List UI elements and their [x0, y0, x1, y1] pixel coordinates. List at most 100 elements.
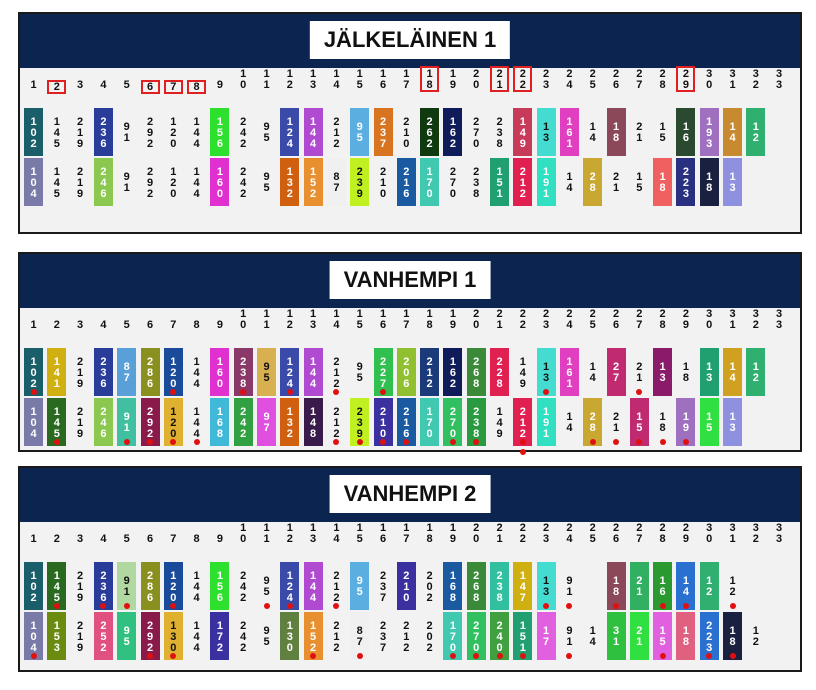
allele-cell: 13	[723, 158, 742, 206]
column-header-text: 29	[679, 68, 692, 90]
allele-cell: 161	[559, 348, 579, 396]
column-header-text: 31	[726, 308, 739, 330]
column-header-text: 16	[377, 68, 389, 90]
column-header: 4	[100, 533, 107, 545]
column-header: 6	[140, 80, 160, 94]
column-header: 32	[746, 306, 765, 332]
column-header: 6	[146, 319, 154, 331]
column-header-text: 22	[516, 522, 529, 544]
allele-cell: 87	[117, 348, 137, 396]
allele-value: 160	[213, 355, 226, 389]
mismatch-dot	[123, 439, 130, 445]
column-header: 28	[653, 66, 672, 92]
mismatch-dot	[729, 653, 736, 659]
allele-value: 219	[74, 405, 87, 439]
allele-cell: 202	[420, 562, 439, 610]
column-header-text: 18	[423, 522, 436, 544]
column-header-text: 30	[703, 308, 716, 330]
column-header-text: 33	[773, 522, 786, 544]
allele-value: 120	[167, 165, 180, 199]
allele-value: 19	[679, 411, 692, 433]
allele-cell: 292	[141, 108, 160, 156]
column-header: 9	[216, 79, 223, 91]
allele-value: 21	[633, 121, 646, 143]
allele-cell: 18	[699, 158, 719, 206]
column-header-text: 29	[679, 522, 692, 544]
allele-cell: 242	[233, 398, 253, 446]
column-header: 16	[374, 306, 393, 332]
column-header-text: 25	[586, 522, 599, 544]
panel-title: VANHEMPI 1	[329, 261, 491, 299]
allele-value: 97	[260, 411, 273, 433]
allele-cell: 130	[163, 612, 183, 660]
allele-cell: 13	[536, 562, 556, 610]
column-header: 5	[123, 533, 130, 545]
allele-value: 91	[120, 171, 133, 193]
column-header-text: 24	[563, 522, 576, 544]
column-header: 23	[537, 306, 556, 332]
column-header-text: 17	[400, 68, 413, 90]
allele-value: 12	[749, 361, 762, 383]
allele-cell: 95	[257, 108, 276, 156]
allele-value: 237	[377, 569, 389, 603]
allele-value: 219	[74, 355, 87, 389]
mismatch-dot	[682, 603, 689, 609]
column-header: 16	[374, 66, 393, 92]
allele-cell: 95	[350, 108, 370, 156]
allele-value: 210	[400, 115, 413, 149]
mismatch-dot	[613, 603, 619, 609]
allele-value: 242	[237, 619, 250, 653]
allele-value: 212	[330, 405, 343, 439]
mismatch-dot	[682, 439, 689, 445]
allele-value: 156	[213, 115, 226, 149]
allele-cell: 13	[699, 348, 719, 396]
allele-cell: 216	[396, 398, 416, 446]
allele-cell: 95	[257, 612, 276, 660]
allele-value: 17	[540, 625, 553, 647]
allele-cell: 153	[47, 612, 67, 660]
mismatch-dot	[30, 653, 37, 659]
column-header-text: 31	[726, 522, 739, 544]
mismatch-dot	[170, 389, 177, 395]
allele-cell: 144	[187, 158, 206, 206]
allele-cell: 292	[141, 158, 160, 206]
mismatch-dot	[496, 653, 503, 659]
allele-cell: 130	[280, 612, 300, 660]
allele-cell: 239	[350, 158, 370, 206]
allele-cell: 237	[374, 562, 393, 610]
allele-cell: 191	[536, 398, 556, 446]
column-header-text: 17	[400, 308, 413, 330]
allele-value: 148	[307, 405, 320, 439]
mismatch-dot	[147, 439, 153, 445]
column-header: 18	[420, 306, 439, 332]
column-header: 11	[257, 306, 276, 332]
column-header: 17	[397, 306, 416, 332]
allele-cell: 162	[443, 108, 463, 156]
allele-value: 156	[213, 569, 226, 603]
column-header-text: 15	[353, 308, 366, 330]
column-header-text: 19	[446, 68, 459, 90]
allele-value: 87	[353, 625, 366, 647]
column-header-text: 15	[353, 68, 366, 90]
column-header: 23	[537, 66, 556, 92]
column-header: 17	[397, 520, 416, 546]
allele-value: 162	[446, 355, 459, 389]
allele-cell: 14	[723, 348, 742, 396]
allele-value: 161	[563, 355, 576, 389]
mismatch-dot	[380, 439, 386, 445]
allele-value: 270	[470, 619, 483, 653]
column-header: 29	[676, 520, 695, 546]
allele-cell: 210	[396, 562, 416, 610]
allele-value: 202	[423, 619, 436, 653]
allele-cell: 95	[350, 562, 370, 610]
column-header: 10	[234, 520, 253, 546]
allele-cell: 144	[187, 398, 206, 446]
column-header-text: 22	[516, 308, 529, 330]
column-header-text: 33	[773, 68, 786, 90]
allele-value: 132	[283, 405, 296, 439]
allele-value: 292	[144, 115, 156, 149]
allele-value: 216	[400, 165, 413, 199]
column-header: 33	[770, 66, 789, 92]
allele-value: 91	[120, 575, 133, 597]
allele-value: 91	[563, 625, 576, 647]
